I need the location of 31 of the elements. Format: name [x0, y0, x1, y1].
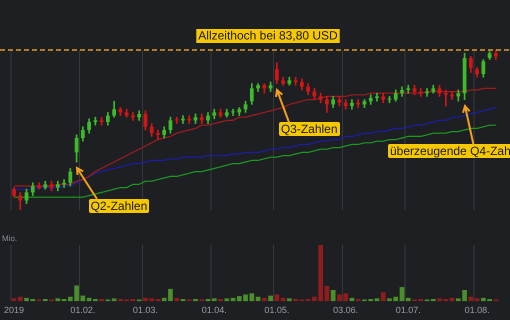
- bar: [330, 290, 336, 302]
- candlestick: [181, 115, 185, 124]
- candlestick: [37, 182, 41, 190]
- bar: [350, 298, 354, 302]
- bar: [274, 294, 280, 302]
- bar: [180, 298, 186, 302]
- candlestick: [388, 96, 392, 104]
- annotation: Q3-Zahlen: [278, 122, 340, 136]
- candlestick: [450, 91, 454, 100]
- x-tick-label: 01.04.: [202, 305, 227, 316]
- candlestick: [62, 179, 66, 188]
- text: Mio.: [2, 234, 18, 243]
- bar: [193, 298, 198, 302]
- annotation: überzeugende Q4-Zah: [388, 144, 510, 158]
- annotation: Q2-Zahlen: [88, 199, 150, 213]
- x-tick-label: 01.08.: [464, 305, 490, 316]
- candlestick: [375, 92, 379, 102]
- bar: [468, 296, 474, 302]
- candlestick: [231, 108, 235, 116]
- x-tick-label: 01.07.: [396, 305, 421, 316]
- x-tick-label: 2019: [4, 305, 24, 316]
- x-tick-label: 01.02.: [70, 305, 96, 316]
- bar: [380, 292, 386, 302]
- x-tick-label: 01.03.: [132, 305, 158, 316]
- ref-line-label: Allzeithoch bei 83,80 USD: [198, 28, 338, 42]
- bar: [218, 298, 223, 302]
- x-tick-label: 01.05.: [264, 305, 290, 316]
- x-tick-label: 03.06.: [333, 305, 358, 316]
- candlestick: [156, 130, 160, 140]
- candlestick: [425, 88, 429, 97]
- bar: [268, 296, 273, 302]
